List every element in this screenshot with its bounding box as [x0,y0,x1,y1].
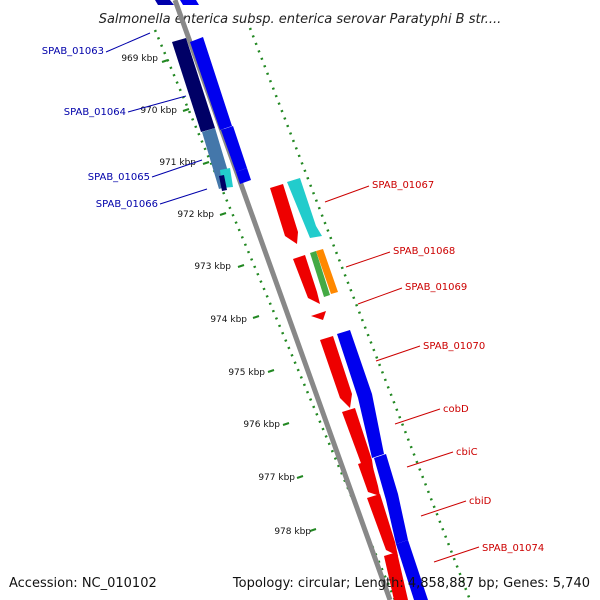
gene-feature[interactable] [221,126,247,172]
leader-line [357,287,403,305]
gene-feature[interactable] [172,38,215,132]
leader-line [345,251,391,268]
leader-line [433,546,480,563]
gene-feature[interactable] [190,37,232,130]
gene-label-SPAB_01066[interactable]: SPAB_01066 [96,199,158,210]
gene-feature[interactable] [384,552,408,600]
tick-mark [202,161,210,165]
tick-label: 978 kbp [274,527,311,537]
gene-feature[interactable] [311,311,326,320]
tick-mark [219,212,227,216]
genome-summary-text: Topology: circular; Length: 4,858,887 bp… [232,576,590,591]
leader-line [324,185,370,203]
gene-feature[interactable] [293,255,320,304]
tick-label: 971 kbp [159,158,196,168]
gene-label-SPAB_01074[interactable]: SPAB_01074 [482,543,544,554]
gene-feature[interactable] [374,454,408,544]
tick-label: 972 kbp [177,210,214,220]
leader-line [375,345,421,362]
tick-label: 977 kbp [258,473,295,483]
tick-mark [252,315,260,319]
gene-label-SPAB_01069[interactable]: SPAB_01069 [405,282,467,293]
gene-label-cbiC[interactable]: cbiC [456,447,478,458]
tick-mark [296,475,304,479]
tick-mark [182,108,190,112]
accession-text: Accession: NC_010102 [9,576,157,591]
gene-label-SPAB_01067[interactable]: SPAB_01067 [372,180,434,191]
gene-label-cbiD[interactable]: cbiD [469,496,492,507]
tick-mark [267,369,275,373]
gene-labels: SPAB_01063 SPAB_01064 SPAB_01065 SPAB_01… [42,46,545,554]
leader-line [127,95,187,113]
tick-label: 970 kbp [140,106,177,116]
gene-feature[interactable] [287,178,322,238]
gene-feature[interactable] [337,330,384,458]
tick-label: 976 kbp [243,420,280,430]
gene-label-SPAB_01065[interactable]: SPAB_01065 [88,172,150,183]
forward-strand-genes [270,178,428,600]
tick-mark [237,264,245,268]
tick-label: 969 kbp [121,54,158,64]
gene-feature[interactable] [396,540,428,600]
gene-label-SPAB_01063[interactable]: SPAB_01063 [42,46,104,57]
leader-line [151,159,203,178]
leader-line [159,188,208,205]
gene-feature[interactable] [310,251,330,297]
leader-line [394,408,441,425]
gene-feature[interactable] [367,494,398,556]
gene-feature[interactable] [316,249,338,294]
gene-feature[interactable] [180,0,199,5]
gene-feature[interactable] [155,0,174,5]
map-title: Salmonella enterica subsp. enterica sero… [99,12,502,27]
tick-label: 975 kbp [228,368,265,378]
tick-label: 974 kbp [210,315,247,325]
gene-feature[interactable] [219,175,227,191]
tick-mark [282,422,290,426]
leader-line [105,32,151,53]
gene-label-cobD[interactable]: cobD [443,404,469,415]
gene-feature[interactable] [358,460,380,496]
gene-feature[interactable] [236,168,251,184]
reverse-strand-genes [155,0,251,191]
leader-line [406,451,454,468]
tick-label: 973 kbp [194,262,231,272]
label-leader-lines [105,32,480,563]
gene-feature[interactable] [270,184,298,244]
tick-mark [309,528,317,532]
tick-marks [161,59,317,532]
leader-line [420,500,467,517]
tick-mark [161,59,169,63]
gene-label-SPAB_01068[interactable]: SPAB_01068 [393,246,455,257]
gene-label-SPAB_01070[interactable]: SPAB_01070 [423,341,485,352]
gene-feature[interactable] [320,336,352,408]
gene-feature[interactable] [342,408,374,474]
gene-label-SPAB_01064[interactable]: SPAB_01064 [64,107,126,118]
